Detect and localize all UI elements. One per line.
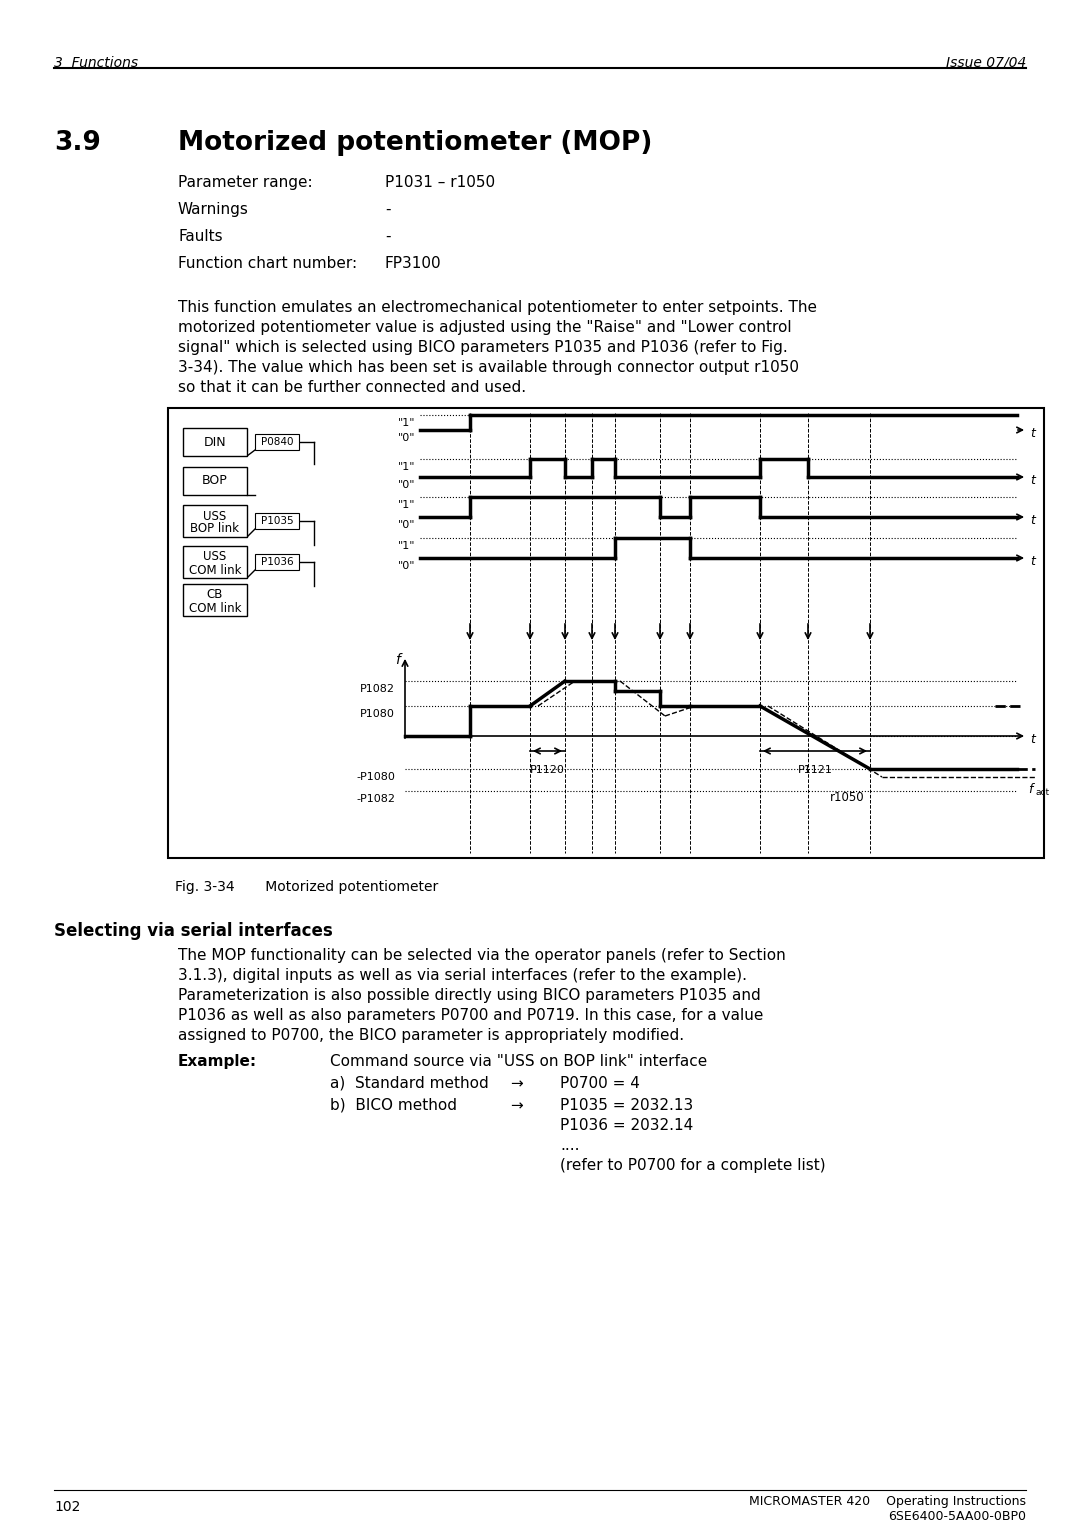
Text: FP3100: FP3100: [384, 257, 442, 270]
Text: BOP: BOP: [202, 475, 228, 487]
Text: motorized potentiometer value is adjusted using the "Raise" and "Lower control: motorized potentiometer value is adjuste…: [178, 319, 792, 335]
Text: P1120: P1120: [529, 766, 565, 775]
Text: Faults: Faults: [178, 229, 222, 244]
Text: P1036 = 2032.14: P1036 = 2032.14: [561, 1118, 693, 1132]
Text: Parameterization is also possible directly using BICO parameters P1035 and: Parameterization is also possible direct…: [178, 989, 760, 1002]
Text: f: f: [1028, 782, 1032, 796]
Text: USS: USS: [203, 509, 227, 523]
Text: act: act: [1035, 788, 1049, 798]
Text: -P1082: -P1082: [356, 795, 395, 804]
Text: CB: CB: [206, 588, 224, 602]
Text: P1036: P1036: [260, 558, 294, 567]
Text: so that it can be further connected and used.: so that it can be further connected and …: [178, 380, 526, 396]
Text: Warnings: Warnings: [178, 202, 248, 217]
Text: t: t: [1030, 474, 1035, 487]
Text: Function chart number:: Function chart number:: [178, 257, 357, 270]
Text: Parameter range:: Parameter range:: [178, 176, 312, 189]
Text: P1082: P1082: [360, 685, 395, 694]
Text: "1": "1": [399, 461, 416, 472]
Text: Issue 07/04: Issue 07/04: [946, 57, 1026, 70]
Text: assigned to P0700, the BICO parameter is appropriately modified.: assigned to P0700, the BICO parameter is…: [178, 1028, 684, 1044]
Text: P1031 – r1050: P1031 – r1050: [384, 176, 495, 189]
Text: P0700 = 4: P0700 = 4: [561, 1076, 639, 1091]
Text: 3-34). The value which has been set is available through connector output r1050: 3-34). The value which has been set is a…: [178, 361, 799, 374]
Text: 3  Functions: 3 Functions: [54, 57, 138, 70]
Text: a)  Standard method: a) Standard method: [330, 1076, 489, 1091]
Text: COM link: COM link: [189, 564, 241, 576]
Text: -: -: [384, 202, 391, 217]
Text: t: t: [1030, 513, 1035, 527]
Text: MICROMASTER 420    Operating Instructions: MICROMASTER 420 Operating Instructions: [750, 1494, 1026, 1508]
Text: P1121: P1121: [797, 766, 833, 775]
Text: "0": "0": [399, 432, 416, 443]
Text: 102: 102: [54, 1500, 80, 1514]
Text: Motorized potentiometer (MOP): Motorized potentiometer (MOP): [178, 130, 652, 156]
Text: DIN: DIN: [204, 435, 227, 449]
Text: Command source via "USS on BOP link" interface: Command source via "USS on BOP link" int…: [330, 1054, 707, 1070]
Text: Example:: Example:: [178, 1054, 257, 1070]
Text: t: t: [1030, 426, 1035, 440]
Text: 3.1.3), digital inputs as well as via serial interfaces (refer to the example).: 3.1.3), digital inputs as well as via se…: [178, 969, 747, 983]
Text: "1": "1": [399, 500, 416, 510]
Text: P0840: P0840: [260, 437, 294, 448]
Text: This function emulates an electromechanical potentiometer to enter setpoints. Th: This function emulates an electromechani…: [178, 299, 816, 315]
Text: t: t: [1030, 733, 1035, 746]
Text: 6SE6400-5AA00-0BP0: 6SE6400-5AA00-0BP0: [888, 1510, 1026, 1523]
Text: "0": "0": [399, 480, 416, 490]
Text: signal" which is selected using BICO parameters P1035 and P1036 (refer to Fig.: signal" which is selected using BICO par…: [178, 341, 787, 354]
Bar: [183, 468, 247, 495]
Bar: [255, 555, 299, 570]
Bar: [183, 545, 247, 578]
Text: COM link: COM link: [189, 602, 241, 614]
Text: P1035 = 2032.13: P1035 = 2032.13: [561, 1099, 693, 1112]
Text: b)  BICO method: b) BICO method: [330, 1099, 457, 1112]
Bar: [183, 428, 247, 455]
Text: ....: ....: [561, 1138, 580, 1154]
Text: P1035: P1035: [260, 516, 294, 526]
Bar: [168, 408, 1044, 859]
Bar: [183, 584, 247, 616]
Text: →: →: [510, 1076, 523, 1091]
Text: r1050: r1050: [831, 792, 865, 804]
Text: →: →: [510, 1099, 523, 1112]
Text: f: f: [395, 652, 400, 668]
Text: "1": "1": [399, 419, 416, 428]
Text: -P1080: -P1080: [356, 772, 395, 782]
Text: The MOP functionality can be selected via the operator panels (refer to Section: The MOP functionality can be selected vi…: [178, 947, 786, 963]
Text: "1": "1": [399, 541, 416, 552]
Text: USS: USS: [203, 550, 227, 564]
Text: BOP link: BOP link: [190, 523, 240, 535]
Bar: [255, 434, 299, 451]
Text: (refer to P0700 for a complete list): (refer to P0700 for a complete list): [561, 1158, 825, 1174]
Text: Selecting via serial interfaces: Selecting via serial interfaces: [54, 921, 333, 940]
Bar: [255, 513, 299, 529]
Text: P1036 as well as also parameters P0700 and P0719. In this case, for a value: P1036 as well as also parameters P0700 a…: [178, 1008, 764, 1024]
Text: "0": "0": [399, 520, 416, 530]
Text: P1080: P1080: [360, 709, 395, 720]
Text: 3.9: 3.9: [54, 130, 100, 156]
Text: "0": "0": [399, 561, 416, 571]
Text: t: t: [1030, 555, 1035, 568]
Text: -: -: [384, 229, 391, 244]
Text: Fig. 3-34       Motorized potentiometer: Fig. 3-34 Motorized potentiometer: [175, 880, 438, 894]
Bar: [183, 504, 247, 536]
